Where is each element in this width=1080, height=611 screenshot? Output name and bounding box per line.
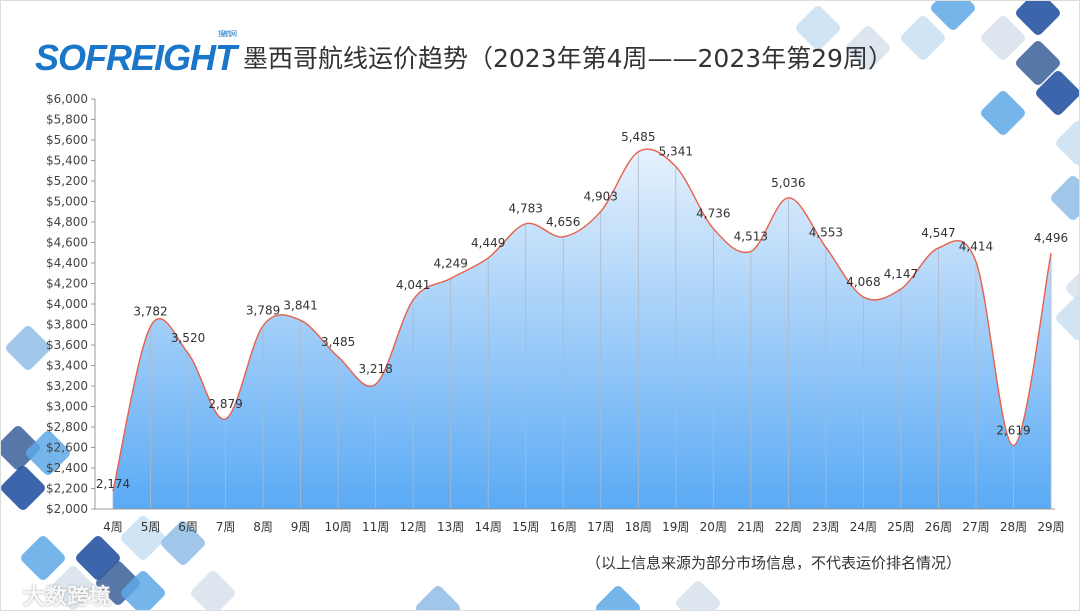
y-tick-label: $5,400 bbox=[46, 154, 88, 168]
data-label: 3,841 bbox=[283, 298, 317, 312]
y-tick-label: $2,800 bbox=[46, 420, 88, 434]
data-label: 4,736 bbox=[696, 207, 730, 221]
data-label: 2,879 bbox=[208, 397, 242, 411]
x-tick-label: 15周 bbox=[512, 520, 539, 534]
y-tick-label: $2,000 bbox=[46, 502, 88, 516]
data-label: 4,783 bbox=[509, 202, 543, 216]
data-label: 4,041 bbox=[396, 278, 430, 292]
x-tick-label: 20周 bbox=[700, 520, 727, 534]
x-tick-label: 29周 bbox=[1037, 520, 1064, 534]
data-label: 4,449 bbox=[471, 236, 505, 250]
x-tick-label: 10周 bbox=[324, 520, 351, 534]
y-tick-label: $3,200 bbox=[46, 379, 88, 393]
data-label: 5,485 bbox=[621, 130, 655, 144]
x-tick-label: 24周 bbox=[850, 520, 877, 534]
data-label: 4,903 bbox=[584, 189, 618, 203]
x-tick-label: 22周 bbox=[775, 520, 802, 534]
x-tick-label: 8周 bbox=[253, 520, 273, 534]
x-tick-label: 7周 bbox=[216, 520, 236, 534]
x-tick-label: 4周 bbox=[103, 520, 123, 534]
y-tick-label: $5,000 bbox=[46, 195, 88, 209]
data-label: 2,174 bbox=[96, 477, 130, 491]
y-tick-label: $5,800 bbox=[46, 113, 88, 127]
y-tick-label: $2,600 bbox=[46, 441, 88, 455]
x-tick-label: 23周 bbox=[812, 520, 839, 534]
y-tick-label: $4,400 bbox=[46, 256, 88, 270]
data-label: 4,553 bbox=[809, 225, 843, 239]
x-tick-label: 13周 bbox=[437, 520, 464, 534]
logo-subtext: 搜航网 bbox=[218, 31, 237, 38]
x-tick-label: 25周 bbox=[887, 520, 914, 534]
source-note: （以上信息来源为部分市场信息，不代表运价排名情况） bbox=[586, 554, 962, 572]
x-tick-label: 27周 bbox=[962, 520, 989, 534]
data-label: 3,485 bbox=[321, 335, 355, 349]
data-label: 5,036 bbox=[771, 176, 805, 190]
data-label: 3,520 bbox=[171, 331, 205, 345]
data-label: 4,656 bbox=[546, 215, 580, 229]
y-tick-label: $4,200 bbox=[46, 277, 88, 291]
y-tick-label: $4,000 bbox=[46, 297, 88, 311]
x-tick-label: 16周 bbox=[550, 520, 577, 534]
data-label: 4,249 bbox=[434, 256, 468, 270]
chart-title: 墨西哥航线运价趋势（2023年第4周——2023年第29周） bbox=[243, 44, 893, 73]
y-tick-label: $3,800 bbox=[46, 318, 88, 332]
x-tick-label: 6周 bbox=[178, 520, 198, 534]
x-tick-label: 28周 bbox=[1000, 520, 1027, 534]
x-tick-label: 11周 bbox=[362, 520, 389, 534]
sofreight-logo: SOFREIGHT 搜航网 bbox=[35, 31, 237, 79]
x-tick-label: 17周 bbox=[587, 520, 614, 534]
data-label: 4,496 bbox=[1034, 231, 1068, 245]
data-label: 4,068 bbox=[846, 275, 880, 289]
data-label: 3,789 bbox=[246, 304, 280, 318]
y-tick-label: $5,600 bbox=[46, 133, 88, 147]
x-tick-label: 12周 bbox=[400, 520, 427, 534]
watermark: 大数跨境 bbox=[23, 585, 112, 610]
x-tick-label: 14周 bbox=[475, 520, 502, 534]
series-line bbox=[112, 148, 1052, 492]
data-label: 5,341 bbox=[659, 145, 693, 159]
y-tick-label: $3,400 bbox=[46, 359, 88, 373]
x-tick-label: 5周 bbox=[141, 520, 161, 534]
x-tick-label: 26周 bbox=[925, 520, 952, 534]
data-label: 4,547 bbox=[921, 226, 955, 240]
y-tick-label: $4,600 bbox=[46, 236, 88, 250]
data-label: 3,782 bbox=[133, 304, 167, 318]
x-tick-label: 21周 bbox=[737, 520, 764, 534]
data-label: 4,414 bbox=[959, 240, 993, 254]
y-tick-label: $3,000 bbox=[46, 400, 88, 414]
y-tick-label: $3,600 bbox=[46, 338, 88, 352]
y-tick-label: $4,800 bbox=[46, 215, 88, 229]
x-tick-label: 18周 bbox=[625, 520, 652, 534]
data-label: 2,619 bbox=[996, 424, 1030, 438]
logo-text: SOFREIGHT bbox=[35, 37, 237, 78]
x-tick-label: 9周 bbox=[291, 520, 311, 534]
y-tick-label: $5,200 bbox=[46, 174, 88, 188]
area-fill bbox=[113, 149, 1051, 510]
y-tick-label: $2,200 bbox=[46, 482, 88, 496]
data-label: 4,513 bbox=[734, 229, 768, 243]
data-label: 4,147 bbox=[884, 267, 918, 281]
data-label: 3,218 bbox=[358, 362, 392, 376]
x-tick-label: 19周 bbox=[662, 520, 689, 534]
y-tick-label: $6,000 bbox=[46, 92, 88, 106]
y-tick-label: $2,400 bbox=[46, 461, 88, 475]
